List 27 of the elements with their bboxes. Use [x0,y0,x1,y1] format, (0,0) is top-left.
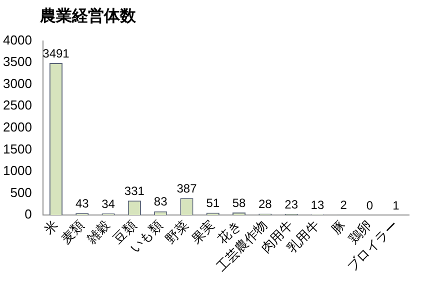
data-label: 34 [102,196,116,211]
x-tick-label: 豚 [328,218,348,238]
data-label: 1 [392,198,400,212]
data-label: 13 [310,198,324,212]
y-tick-label: 3000 [3,76,32,91]
x-tick-label: 果実 [188,218,218,247]
y-tick-label: 4000 [3,32,32,48]
data-label: 58 [232,196,246,210]
data-label: 23 [284,197,298,212]
data-label: 3491 [42,46,70,60]
data-label: 331 [124,184,145,198]
y-tick-label: 0 [24,206,32,222]
data-label: 28 [258,197,272,212]
y-tick-label: 1000 [3,163,32,178]
data-label: 387 [176,181,198,196]
x-tick-label: 野菜 [162,218,192,247]
data-label: 51 [206,196,220,210]
y-tick-label: 3500 [3,54,32,70]
data-label: 0 [366,198,374,212]
data-label: 43 [75,196,90,210]
data-label: 2 [340,198,348,212]
data-label: 83 [154,194,168,209]
y-tick-label: 2000 [3,119,32,134]
chart-title: 農業経営体数 [40,6,136,27]
y-tick-label: 1500 [3,141,32,156]
y-tick-label: 2500 [3,98,32,113]
y-tick-label: 500 [10,184,32,200]
